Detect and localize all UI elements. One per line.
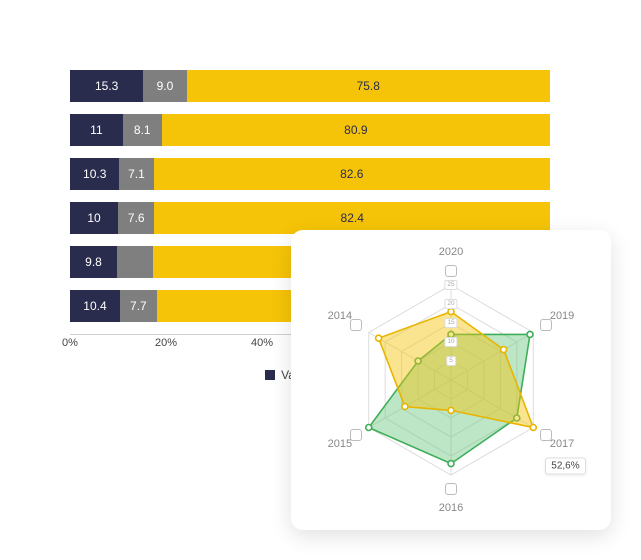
- axis-tick: 20%: [155, 337, 177, 349]
- segment-value: 9.8: [85, 255, 102, 269]
- radar-marker-yellow: [448, 309, 454, 315]
- segment-value: 82.4: [341, 211, 364, 225]
- radar-marker-yellow: [530, 425, 536, 431]
- radar-axis-box: [540, 429, 552, 441]
- radar-ring-label: 25: [444, 280, 457, 290]
- radar-axis-box: [350, 319, 362, 331]
- segment-value: 11: [90, 123, 102, 137]
- radar-marker-yellow: [448, 407, 454, 413]
- radar-marker-yellow: [376, 335, 382, 341]
- segment-value: 7.1: [128, 167, 145, 181]
- radar-axis-box: [445, 265, 457, 277]
- radar-marker-yellow: [501, 347, 507, 353]
- bar-segment-gray: [117, 246, 153, 278]
- radar-marker-green: [527, 331, 533, 337]
- bar-segment-navy: 10.4: [70, 290, 120, 322]
- bar-segment-navy: 11: [70, 114, 123, 146]
- bar-segment-yellow: 82.6: [154, 158, 550, 190]
- segment-value: 80.9: [344, 123, 367, 137]
- bar-row: 11 8.1 80.9: [70, 114, 550, 146]
- bar-segment-gray: 7.7: [120, 290, 157, 322]
- radar-ring-label: 10: [444, 337, 457, 347]
- radar-axis-label: 2014: [328, 310, 352, 322]
- bar-row: 10.3 7.1 82.6: [70, 158, 550, 190]
- radar-axis-label: 2017: [550, 438, 574, 450]
- radar-axis-label: 2015: [328, 438, 352, 450]
- bar-row: 15.3 9.0 75.8: [70, 70, 550, 102]
- legend-swatch: [265, 370, 275, 380]
- bar-segment-gray: 9.0: [143, 70, 186, 102]
- radar-tooltip: 52,6%: [545, 457, 585, 474]
- segment-value: 75.8: [357, 79, 380, 93]
- segment-value: 7.7: [130, 299, 147, 313]
- radar-marker-green: [448, 461, 454, 467]
- bar-segment-navy: 10: [70, 202, 118, 234]
- bar-segment-gray: 7.1: [119, 158, 153, 190]
- bar-segment-yellow: 75.8: [187, 70, 550, 102]
- bar-segment-yellow: 80.9: [162, 114, 550, 146]
- bar-segment-navy: 10.3: [70, 158, 119, 190]
- segment-value: 10.4: [83, 299, 106, 313]
- radar-axis-box: [350, 429, 362, 441]
- segment-value: 15.3: [95, 79, 118, 93]
- radar-card: 5 10 15 20 25 2020 2019 2017 2016 2015 2014 52,6%: [291, 230, 611, 530]
- radar-axis-box: [540, 319, 552, 331]
- bar-segment-gray: 7.6: [118, 202, 154, 234]
- radar-axis-label: 2019: [550, 310, 574, 322]
- segment-value: 7.6: [128, 211, 145, 225]
- segment-value: 10: [87, 211, 100, 225]
- radar-marker-green: [366, 425, 372, 431]
- bar-segment-navy: 15.3: [70, 70, 143, 102]
- segment-value: 9.0: [157, 79, 174, 93]
- bar-segment-navy: 9.8: [70, 246, 117, 278]
- axis-tick: 40%: [251, 337, 273, 349]
- segment-value: 8.1: [134, 123, 151, 137]
- radar-axis-box: [445, 483, 457, 495]
- bar-segment-gray: 8.1: [123, 114, 162, 146]
- radar-marker-yellow: [402, 404, 408, 410]
- radar-ring-label: 15: [444, 318, 457, 328]
- segment-value: 10.3: [83, 167, 106, 181]
- radar-axis-label: 2016: [439, 502, 463, 514]
- radar-ring-label: 20: [444, 299, 457, 309]
- radar-ring-label: 5: [446, 356, 456, 366]
- radar-axis-label: 2020: [439, 246, 463, 258]
- segment-value: 82.6: [340, 167, 363, 181]
- axis-tick: 0%: [62, 337, 78, 349]
